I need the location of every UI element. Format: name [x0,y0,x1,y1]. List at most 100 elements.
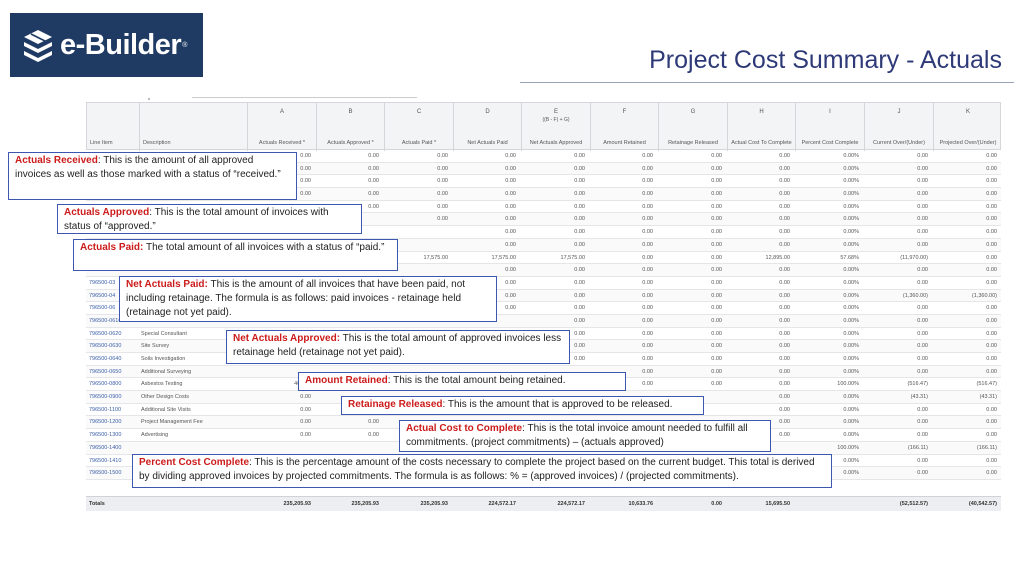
totals-cell-b: 235,205.93 [351,501,379,507]
column-header-d[interactable]: D Net Actuals Paid [453,103,521,151]
totals-cell-li: Totals [89,501,105,507]
cell-b: 0.00 [368,165,379,172]
column-header-f[interactable]: F Amount Retained [590,103,658,151]
cell-c: 0.00 [437,153,448,159]
column-header-g[interactable]: G Retainage Released [658,103,727,151]
table-row[interactable]: 796500-03 0.00 0.00 0.00 0.00 0.00 0.00% 0.00 0.… [86,277,1001,290]
cell-li[interactable]: 796500-1200 [89,419,122,426]
cell-j: 0.00 [917,330,928,337]
cell-li[interactable]: 796500-0640 [89,356,122,362]
column-header-ds[interactable]: Description [139,103,247,151]
cell-h: 0.00 [779,432,790,439]
table-row[interactable]: 0.00 0.00 0.00 0.00 0.00 0.00 0.00 0.00 0.00% 0.0… [86,175,1001,189]
cell-li[interactable]: 796500-1100 [89,406,122,413]
cell-e: 0.00 [574,178,585,185]
cell-h: 0.00 [779,279,790,286]
cell-b: 0.00 [368,191,379,198]
column-header-b[interactable]: B Actuals Approved * [316,103,384,151]
cell-g: 0.00 [711,292,722,299]
table-row[interactable]: 0.00 0.00 0.00 0.00 0.00 0.00 0.00 0.00% 0.00 0.0… [86,201,1001,214]
cell-li[interactable]: 796500-1400 [89,444,122,451]
callout-term: Amount Retained [305,375,388,386]
column-header-title: Description [143,140,171,146]
table-row[interactable]: 0.00 0.00 0.00 0.00 0.00 0.00% 0.00 0.00 [86,226,1001,239]
cell-a: 0.00 [300,406,311,413]
callout-amount-retained: Amount Retained: This is the total amoun… [298,372,626,391]
column-header-e[interactable]: E ((B - F) + G) Net Actuals Approved [521,103,590,151]
cell-f: 0.00 [642,343,653,350]
cell-k: 0.00 [986,229,997,236]
cell-f: 0.00 [642,254,653,261]
cell-li[interactable]: 796500-0900 [89,394,122,401]
cell-g: 0.00 [711,165,722,172]
cell-h: 0.00 [779,267,790,274]
logo-mark-icon [24,30,52,62]
cell-k: 0.00 [986,457,997,464]
cell-j: 0.00 [917,178,928,185]
grid-toolbar-dot [148,98,150,100]
callout-separator: : [149,207,152,218]
cell-k: 0.00 [986,432,997,439]
cell-g: 0.00 [711,203,722,210]
table-row[interactable]: 0.00 0.00 0.00 0.00 0.00 0.00 0.00 0.00 0.00% 0.0… [86,150,1001,163]
cell-li[interactable]: 796500-0800 [89,381,122,388]
cell-i: 0.00% [843,216,859,223]
table-row[interactable]: 0.00 0.00 0.00 0.00 0.00 0.00 0.00 0.00 0.00% 0.0… [86,162,1001,176]
table-row[interactable]: 796500-0640 Soils Investigation 0.00 0.00 0.… [86,353,1001,366]
cell-li[interactable]: 796500-0610 [89,317,122,324]
callout-term: Percent Cost Complete [139,457,250,468]
cell-li[interactable]: 796500-04 [89,292,116,299]
cell-j: (11,970.00) [900,254,928,261]
cell-a [246,442,315,454]
cell-j: 0.00 [917,368,928,375]
callout-text: This is the amount of all invoices that … [126,279,466,318]
table-row[interactable]: 0.00 0.00 0.00 0.00 0.00 0.00 0.00 0.00 0.00% 0.0… [86,188,1001,201]
column-header-li[interactable]: Line Item [87,103,139,151]
callout-percent-cost-complete: Percent Cost Complete: This is the perce… [132,454,832,488]
cell-j: 0.00 [917,432,928,439]
cell-c: 0.00 [437,216,448,223]
table-row[interactable]: 796500-06 0.00 0.00 0.00 0.00 0.00 0.00% 0.00 0.… [86,302,1001,315]
cell-j: 0.00 [917,229,928,236]
column-header-letter: J [897,109,901,115]
cell-i: 0.00% [843,178,859,185]
cell-f: 0.00 [642,191,653,198]
cell-li[interactable]: 796500-06 [89,305,116,312]
column-header-title: Actual Cost To Complete [731,140,792,146]
cell-c [383,226,452,238]
totals-cell-g: 0.00 [711,501,722,507]
column-header-title: Actuals Paid * [401,140,437,146]
column-header-k[interactable]: K Projected Over/(Under) [933,103,1002,151]
cell-ds: Site Survey [141,343,170,350]
cell-ds: Soils Investigation [141,356,186,362]
cell-li[interactable]: 796500-0650 [89,368,122,375]
column-header-a[interactable]: A Actuals Received * [247,103,316,151]
cell-li[interactable]: 796500-0630 [89,343,122,350]
column-header-i[interactable]: I Percent Cost Complete [795,103,864,151]
cell-f: 0.00 [642,279,653,286]
column-header-h[interactable]: H Actual Cost To Complete [727,103,795,151]
cell-j: 0.00 [917,419,928,426]
callout-text: This is the amount that is approved to b… [445,399,673,410]
cell-li[interactable]: 796500-03 [89,279,116,286]
totals-cell-j: (52,512.57) [899,501,928,507]
cell-j: 0.00 [917,203,928,210]
callout-text: This is the amount of all approved invoi… [15,155,281,180]
cell-i: 0.00% [843,305,859,312]
cell-k: 0.00 [986,330,997,337]
cell-li[interactable]: 796500-1500 [89,470,122,477]
cell-li[interactable]: 796500-0620 [89,330,122,337]
cell-li[interactable]: 796500-1300 [89,432,122,439]
cell-j: (516.47) [907,381,929,388]
cell-f: 0.00 [642,356,653,362]
cell-e: 0.00 [574,203,585,210]
column-header-c[interactable]: C Actuals Paid * [384,103,453,151]
totals-cell-e: 224,572.17 [557,501,585,507]
column-header-j[interactable]: J Current Over/(Under) [864,103,933,151]
cell-k: 0.00 [986,216,997,223]
cell-k: 0.00 [986,254,997,261]
cell-h: 0.00 [779,229,790,236]
callout-text: This is the percentage amount of the cos… [139,457,815,482]
cell-li[interactable]: 796500-1410 [89,457,122,464]
cell-j: 0.00 [917,343,928,350]
